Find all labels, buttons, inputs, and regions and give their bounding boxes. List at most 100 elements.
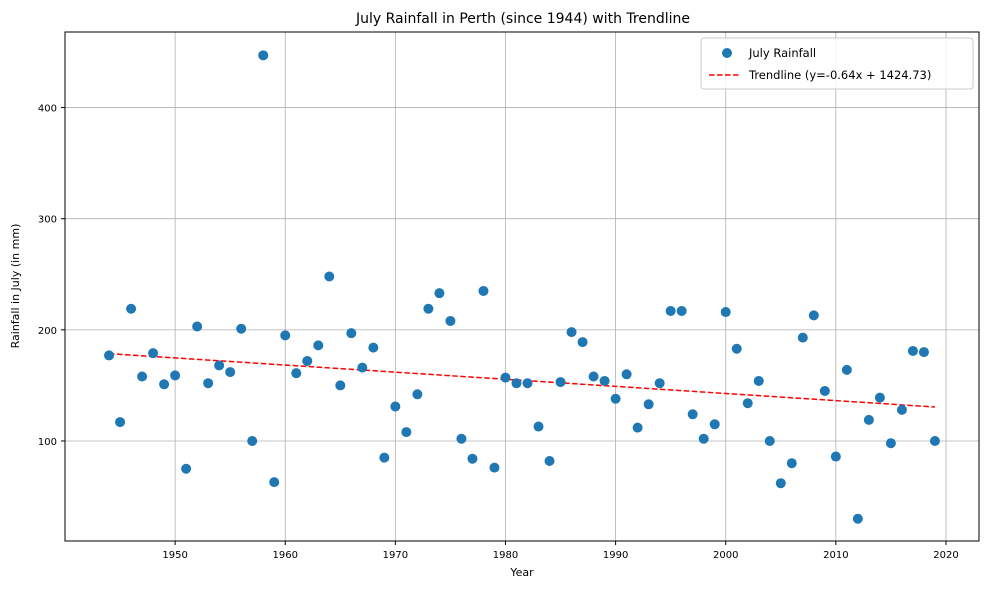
grid [65,32,979,541]
data-point [709,419,720,430]
data-point [137,371,148,382]
x-axis-label: Year [509,566,534,579]
x-axis-ticks: 1950 1960 1970 1980 1990 2000 2010 2020 [162,541,959,561]
data-point [555,377,566,388]
data-point [852,513,863,524]
data-point [291,368,302,379]
y-axis-ticks: 100 200 300 400 [38,104,65,448]
y-tick-label: 400 [38,104,57,115]
data-point [467,453,478,464]
data-point [104,350,115,361]
data-point [753,375,764,386]
data-point [412,389,423,400]
data-point [159,379,170,390]
data-point [533,421,544,432]
data-point [489,462,500,473]
plot-frame [64,31,980,542]
data-point [302,355,313,366]
data-point [918,347,929,358]
data-point [269,477,280,488]
legend-box [700,37,974,90]
legend-label-scatter: July Rainfall [748,46,816,60]
data-point [830,451,841,462]
data-point [181,463,192,474]
x-tick-label: 2000 [713,550,738,561]
data-point [434,288,445,299]
data-point [225,367,236,378]
data-point [390,401,401,412]
data-point [665,305,676,316]
data-point [456,433,467,444]
x-tick-label: 1990 [603,550,628,561]
data-point [808,310,819,321]
data-point [500,372,511,383]
data-point [775,478,786,489]
trendline-layer [108,352,936,408]
data-point [742,398,753,409]
data-point [379,452,390,463]
data-point [445,315,456,326]
trendline [108,352,936,408]
data-point [676,305,687,316]
data-point [423,303,434,314]
data-point [863,414,874,425]
x-tick-label: 1980 [493,550,518,561]
y-tick-label: 300 [38,215,57,226]
data-point [401,427,412,438]
data-point [522,378,533,389]
x-tick-label: 2010 [823,550,848,561]
data-point [236,323,247,334]
data-point [797,332,808,343]
y-axis-label: Rainfall in July (in mm) [9,224,22,349]
data-point [511,378,522,389]
data-point [192,321,203,332]
data-point [335,380,346,391]
data-point [566,327,577,338]
x-tick-label: 1960 [273,550,298,561]
data-point [214,360,225,371]
data-point [907,345,918,356]
data-point [698,433,709,444]
data-point [720,307,731,318]
x-tick-label: 1970 [383,550,408,561]
legend-label-trendline: Trendline (y=-0.64x + 1424.73) [748,68,931,82]
data-point [841,364,852,375]
data-point [731,343,742,354]
data-point [170,370,181,381]
data-point [610,393,621,404]
data-point [313,340,324,351]
data-point [929,435,940,446]
data-point [203,378,214,389]
chart-title: July Rainfall in Perth (since 1944) with… [355,11,690,27]
data-point [819,385,830,396]
data-point [346,328,357,339]
data-point [621,369,632,380]
data-point [324,271,335,282]
data-point [357,362,368,373]
data-point [632,422,643,433]
scatter-points [104,50,940,524]
data-point [896,404,907,415]
data-point [599,375,610,386]
data-point [764,435,775,446]
data-point [643,399,654,410]
data-point [577,337,588,348]
x-tick-label: 2020 [933,550,958,561]
y-tick-label: 100 [38,437,57,448]
data-point [687,409,698,420]
data-point [478,285,489,296]
data-point [874,392,885,403]
data-point [885,438,896,449]
data-point [280,330,291,341]
y-tick-label: 200 [38,326,57,337]
data-point [148,348,159,359]
data-point [786,458,797,469]
data-point [654,378,665,389]
data-point [258,50,269,61]
data-point [126,303,137,314]
data-point [588,371,599,382]
data-point [544,455,555,466]
data-point [115,417,126,428]
